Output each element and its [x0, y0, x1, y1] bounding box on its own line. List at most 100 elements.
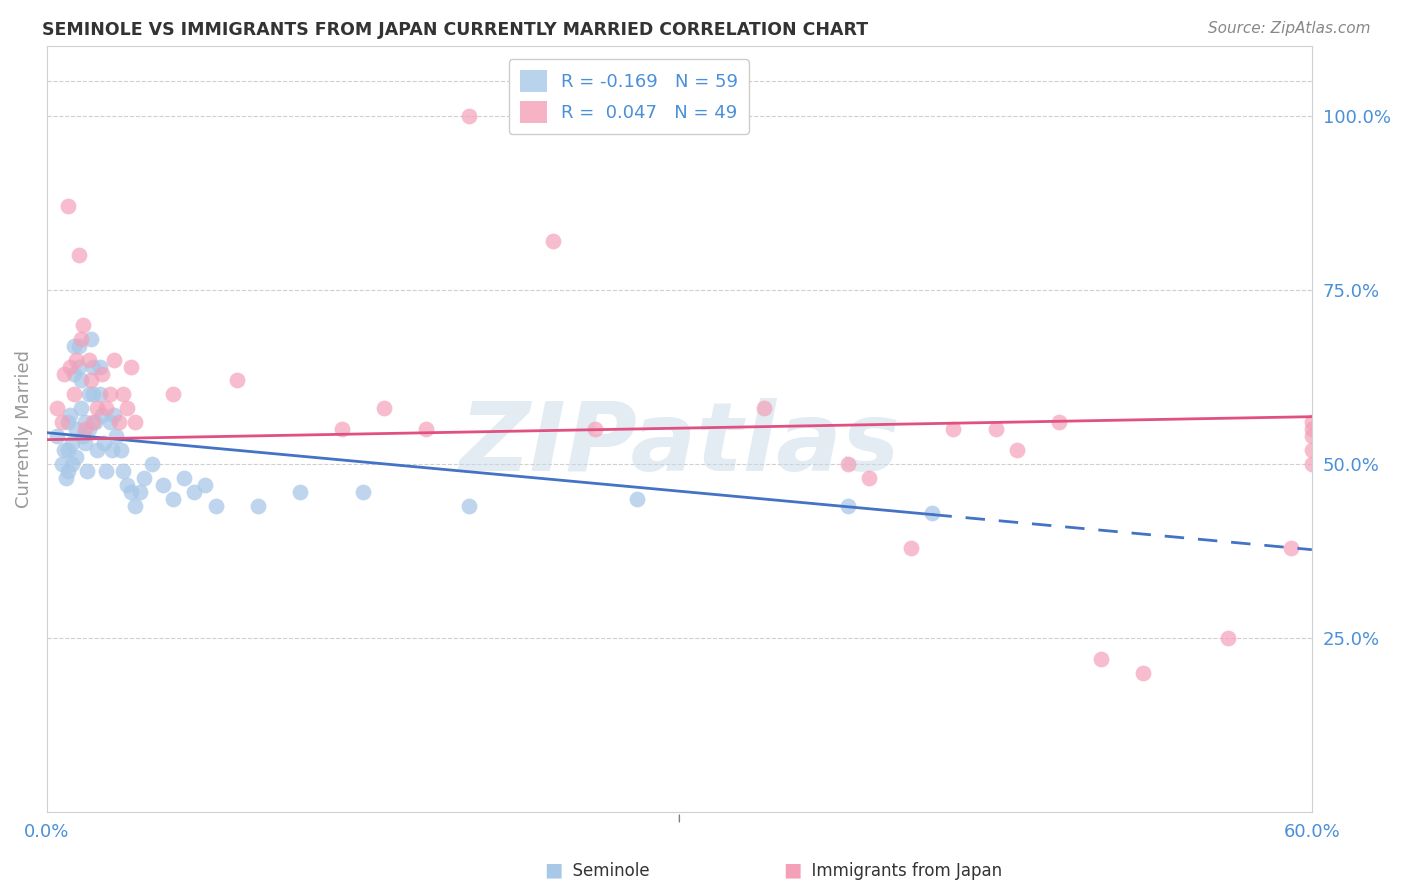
- Point: [1216, 631, 1239, 645]
- Point: [541, 234, 564, 248]
- Point: [98, 387, 121, 401]
- Point: [73, 436, 96, 450]
- Point: [56, 415, 79, 429]
- Point: [837, 499, 859, 513]
- Text: Immigrants from Japan: Immigrants from Japan: [801, 862, 1002, 880]
- Point: [107, 415, 129, 429]
- Point: [1301, 415, 1323, 429]
- Point: [246, 499, 269, 513]
- Point: [56, 464, 79, 478]
- Point: [76, 464, 98, 478]
- Point: [51, 415, 73, 429]
- Point: [63, 387, 86, 401]
- Point: [152, 478, 174, 492]
- Point: [858, 471, 880, 485]
- Point: [69, 401, 91, 416]
- Point: [124, 499, 146, 513]
- Text: Source: ZipAtlas.com: Source: ZipAtlas.com: [1208, 21, 1371, 36]
- Point: [120, 359, 142, 374]
- Point: [124, 415, 146, 429]
- Point: [77, 387, 100, 401]
- Point: [288, 484, 311, 499]
- Point: [89, 387, 111, 401]
- Point: [103, 352, 125, 367]
- Point: [1301, 457, 1323, 471]
- Point: [837, 457, 859, 471]
- Point: [115, 401, 138, 416]
- Point: [56, 443, 79, 458]
- Point: [128, 484, 150, 499]
- Point: [942, 422, 965, 436]
- Text: Seminole: Seminole: [562, 862, 650, 880]
- Point: [67, 248, 90, 262]
- Point: [72, 429, 94, 443]
- Point: [1301, 443, 1323, 458]
- Point: [352, 484, 374, 499]
- Point: [65, 450, 87, 464]
- Point: [80, 374, 103, 388]
- Point: [111, 387, 134, 401]
- Point: [120, 484, 142, 499]
- Point: [51, 457, 73, 471]
- Point: [84, 415, 107, 429]
- Point: [752, 401, 775, 416]
- Point: [1047, 415, 1070, 429]
- Point: [110, 443, 132, 458]
- Point: [90, 409, 112, 423]
- Point: [55, 471, 77, 485]
- Point: [162, 387, 184, 401]
- Text: ■: ■: [783, 861, 801, 880]
- Point: [1132, 665, 1154, 680]
- Point: [162, 491, 184, 506]
- Point: [921, 506, 943, 520]
- Point: [225, 374, 247, 388]
- Point: [46, 429, 69, 443]
- Point: [60, 457, 83, 471]
- Point: [457, 109, 479, 123]
- Point: [583, 422, 606, 436]
- Point: [132, 471, 155, 485]
- Point: [73, 422, 96, 436]
- Point: [59, 409, 82, 423]
- Point: [194, 478, 217, 492]
- Point: [67, 359, 90, 374]
- Point: [67, 339, 90, 353]
- Point: [900, 541, 922, 555]
- Point: [82, 387, 104, 401]
- Point: [52, 443, 75, 458]
- Point: [1301, 422, 1323, 436]
- Point: [77, 352, 100, 367]
- Text: SEMINOLE VS IMMIGRANTS FROM JAPAN CURRENTLY MARRIED CORRELATION CHART: SEMINOLE VS IMMIGRANTS FROM JAPAN CURREN…: [42, 21, 869, 38]
- Point: [457, 499, 479, 513]
- Point: [59, 359, 82, 374]
- Point: [94, 464, 117, 478]
- Point: [60, 436, 83, 450]
- Point: [415, 422, 437, 436]
- Point: [984, 422, 1007, 436]
- Point: [69, 374, 91, 388]
- Point: [65, 352, 87, 367]
- Point: [90, 367, 112, 381]
- Point: [63, 339, 86, 353]
- Point: [111, 464, 134, 478]
- Point: [63, 367, 86, 381]
- Point: [204, 499, 226, 513]
- Point: [72, 318, 94, 332]
- Point: [141, 457, 163, 471]
- Point: [1279, 541, 1302, 555]
- Legend: R = -0.169   N = 59, R =  0.047   N = 49: R = -0.169 N = 59, R = 0.047 N = 49: [509, 59, 749, 134]
- Point: [330, 422, 353, 436]
- Point: [183, 484, 205, 499]
- Point: [86, 401, 108, 416]
- Point: [173, 471, 195, 485]
- Point: [89, 359, 111, 374]
- Point: [115, 478, 138, 492]
- Point: [82, 359, 104, 374]
- Point: [77, 422, 100, 436]
- Point: [94, 401, 117, 416]
- Point: [65, 422, 87, 436]
- Point: [105, 429, 128, 443]
- Point: [98, 415, 121, 429]
- Point: [86, 443, 108, 458]
- Point: [52, 367, 75, 381]
